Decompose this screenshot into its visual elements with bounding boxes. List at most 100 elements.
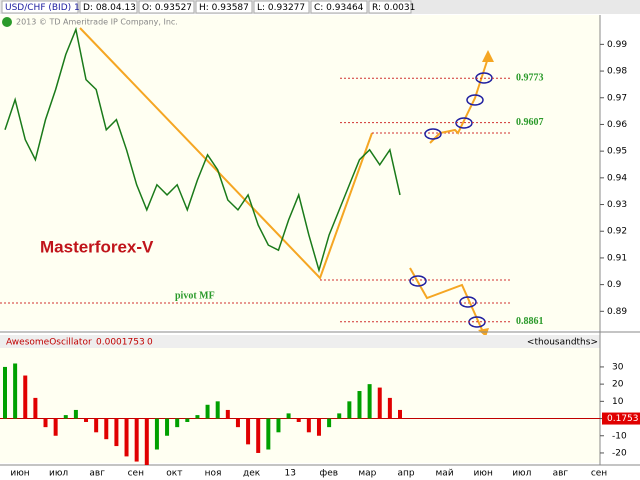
header-field-box bbox=[368, 0, 412, 14]
oscillator-bar bbox=[306, 418, 311, 433]
annotation: Masterforex-V bbox=[40, 237, 154, 256]
header-field: O: 0.93527 bbox=[142, 3, 192, 13]
header-field-box bbox=[310, 0, 368, 14]
x-tick-label: авг bbox=[553, 469, 569, 479]
x-tick-label: авг bbox=[89, 469, 105, 479]
indicator-param: 0 bbox=[147, 338, 153, 348]
y-tick-label: 0.97 bbox=[607, 93, 627, 103]
oscillator-bar bbox=[33, 397, 38, 419]
y-tick-label: 0.98 bbox=[607, 67, 627, 77]
x-tick-label: июн bbox=[10, 469, 29, 479]
oscillator-bar bbox=[114, 418, 119, 447]
oscillator-bar bbox=[3, 366, 7, 419]
last-value-label: 0.1753 bbox=[607, 414, 639, 424]
y-tick-label: 0.92 bbox=[607, 227, 627, 237]
oscillator-bar bbox=[357, 391, 362, 419]
x-tick-label: июн bbox=[474, 469, 493, 479]
y-tick-label: 0.96 bbox=[607, 120, 627, 130]
oscillator-bar bbox=[195, 415, 200, 419]
x-tick-label: фев bbox=[320, 469, 339, 479]
oscillator-bar bbox=[185, 418, 190, 422]
header-field: R: 0.0031 bbox=[372, 3, 415, 13]
header-field: D: 08.04.13 bbox=[83, 3, 136, 13]
indicator-param: 0.0001753 bbox=[96, 338, 145, 348]
price-line bbox=[4, 26, 401, 273]
trend-line bbox=[79, 27, 373, 280]
oscillator-bar bbox=[53, 418, 58, 436]
price-panel bbox=[0, 15, 600, 330]
y-tick-label: -10 bbox=[612, 431, 627, 441]
circle-mark bbox=[409, 275, 427, 287]
circle-mark bbox=[466, 94, 484, 106]
oscillator-bar bbox=[175, 418, 180, 428]
oscillator-bar bbox=[276, 418, 281, 433]
oscillator-bar bbox=[124, 418, 129, 457]
oscillator-bar bbox=[327, 418, 332, 428]
y-tick-label: 30 bbox=[612, 362, 624, 372]
y-tick-label: 0.91 bbox=[607, 253, 627, 263]
oscillator-bar bbox=[63, 415, 68, 419]
header-field-box bbox=[253, 0, 310, 14]
oscillator-bar bbox=[235, 418, 240, 428]
oscillator-bar bbox=[337, 413, 342, 419]
oscillator-bar bbox=[13, 363, 18, 419]
oscillator-bar bbox=[205, 404, 210, 419]
y-tick-label: 0.95 bbox=[607, 147, 627, 157]
oscillator-bar bbox=[367, 384, 372, 419]
x-tick-label: дек bbox=[243, 469, 261, 479]
oscillator-bar bbox=[94, 418, 99, 433]
y-tick-label: -20 bbox=[612, 448, 627, 458]
oscillator-bar bbox=[398, 409, 402, 419]
x-tick-label: окт bbox=[166, 469, 182, 479]
units-label: <thousandths> bbox=[527, 338, 598, 348]
oscillator-header bbox=[0, 335, 600, 348]
indicator-name[interactable]: AwesomeOscillator bbox=[6, 338, 92, 348]
drawings bbox=[0, 27, 510, 337]
oscillator-bar bbox=[165, 418, 170, 436]
header-fields: USD/CHF (BID) 1 y DD: 08.04.13 O: 0.93527… bbox=[1, 0, 415, 14]
oscillator-bar bbox=[347, 401, 352, 419]
circle-mark bbox=[459, 296, 477, 308]
oscillator-bar bbox=[256, 418, 261, 453]
oscillator-panel bbox=[0, 348, 600, 463]
oscillator-bar bbox=[377, 387, 382, 419]
annotation: pivot MF bbox=[175, 290, 215, 301]
oscillator-bar bbox=[266, 418, 271, 450]
forecast-path bbox=[409, 267, 484, 333]
y-tick-label: 20 bbox=[612, 380, 624, 390]
y-tick-label: 0.94 bbox=[607, 173, 627, 183]
oscillator-bar bbox=[144, 418, 149, 465]
oscillator-bar bbox=[23, 375, 28, 419]
oscillator-bar bbox=[134, 418, 139, 462]
copyright: 2013 © TD Ameritrade IP Company, Inc. bbox=[16, 18, 178, 27]
oscillator-bar bbox=[104, 418, 109, 440]
oscillator-bar bbox=[215, 401, 220, 419]
x-tick-label: ноя bbox=[205, 469, 222, 479]
y-tick-label: 0.9 bbox=[607, 280, 622, 290]
y-tick-label: 10 bbox=[612, 397, 624, 407]
header-field: C: 0.93464 bbox=[314, 3, 364, 13]
info-icon[interactable] bbox=[2, 17, 12, 27]
x-tick-label: сен bbox=[591, 469, 607, 479]
x-tick-label: сен bbox=[128, 469, 144, 479]
level-label: 0.9607 bbox=[516, 117, 544, 128]
oscillator-bar bbox=[286, 413, 291, 419]
oscillator-bar bbox=[296, 418, 301, 422]
level-label: 0.8861 bbox=[516, 316, 544, 327]
y-tick-label: 0.93 bbox=[607, 200, 627, 210]
arrow-head bbox=[482, 50, 494, 62]
last-value-box bbox=[602, 412, 640, 425]
oscillator-bar bbox=[84, 418, 89, 422]
oscillator-bar bbox=[73, 409, 78, 419]
y-tick-label: 0.99 bbox=[607, 40, 627, 50]
forecast-path bbox=[429, 57, 489, 144]
header-field: H: 0.93587 bbox=[199, 3, 249, 13]
x-tick-label: май bbox=[436, 469, 454, 479]
header-field-box bbox=[195, 0, 253, 14]
header-field: L: 0.93277 bbox=[257, 3, 305, 13]
oscillator-bar bbox=[316, 418, 321, 436]
x-tick-label: июл bbox=[512, 469, 531, 479]
y-tick-label: 0.89 bbox=[607, 307, 627, 317]
level-label: 0.9773 bbox=[516, 73, 544, 84]
